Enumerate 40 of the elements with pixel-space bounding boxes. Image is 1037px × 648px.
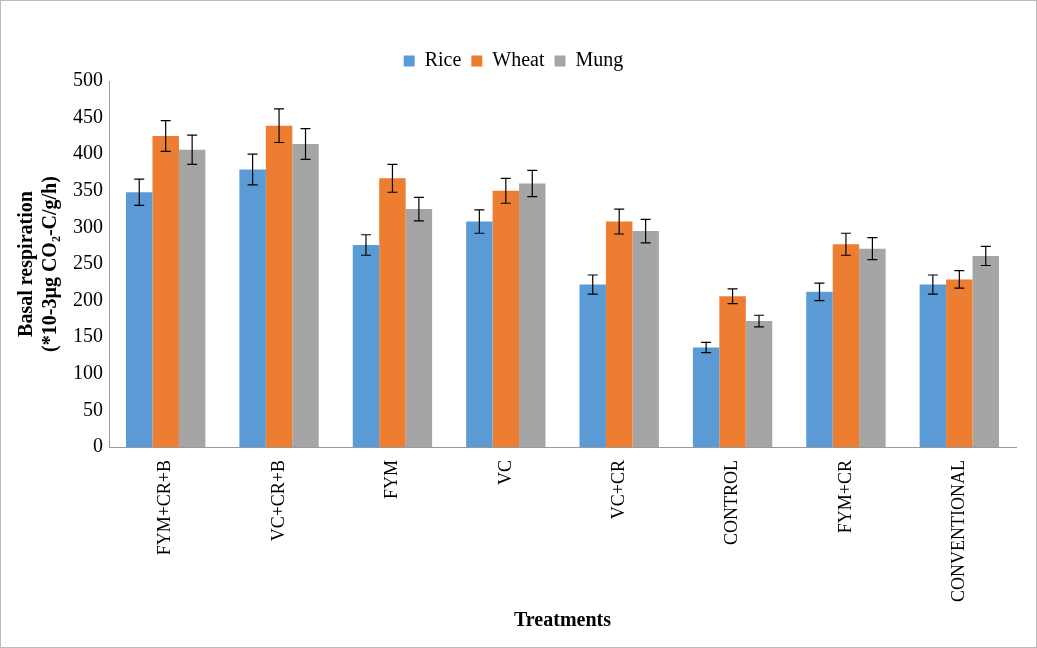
y-axis-title: Basal respiration (*10-3µg CO₂-C/g/h)	[14, 176, 62, 352]
bar	[806, 291, 833, 448]
bar	[692, 347, 720, 448]
bar	[466, 221, 493, 448]
y-tick-label: 300	[73, 214, 103, 237]
bar	[579, 284, 606, 448]
x-tick-label: CONTROL	[721, 460, 742, 546]
bar	[379, 178, 406, 448]
legend-label: Mung	[575, 48, 624, 72]
bar	[152, 135, 179, 448]
y-tick-label: 0	[93, 434, 103, 457]
y-tick-label: 500	[73, 68, 103, 91]
y-tick-label: 150	[73, 324, 103, 347]
x-tick-label: FYM+CR	[834, 460, 855, 534]
bar	[126, 192, 153, 448]
legend-label: Rice	[424, 48, 462, 71]
bar	[605, 221, 633, 448]
x-tick-label: VC+CR+B	[267, 460, 288, 542]
y-tick-label: 350	[73, 178, 103, 201]
y-tick-label: 450	[73, 104, 103, 127]
y-tick-label: 50	[83, 397, 103, 420]
bar	[265, 125, 293, 448]
bar	[492, 190, 520, 448]
bar	[919, 284, 947, 448]
bar	[352, 244, 380, 448]
y-tick-label: 400	[73, 141, 103, 164]
x-tick-label: VC+CR	[607, 460, 628, 520]
x-axis-title: Treatments	[513, 608, 612, 631]
x-tick-label: CONVENTIONAL	[948, 460, 969, 603]
x-tick-label: FYM	[381, 460, 402, 500]
y-tick-label: 200	[73, 287, 103, 310]
x-tick-label: FYM+CR+B	[154, 460, 175, 556]
x-tick-label: VC	[494, 460, 515, 486]
y-tick-label: 250	[73, 251, 103, 274]
bar	[832, 244, 860, 448]
bar	[719, 296, 746, 448]
legend-label: Wheat	[492, 48, 545, 71]
bar	[946, 279, 973, 448]
bar	[239, 169, 266, 448]
y-tick-label: 100	[73, 361, 103, 384]
